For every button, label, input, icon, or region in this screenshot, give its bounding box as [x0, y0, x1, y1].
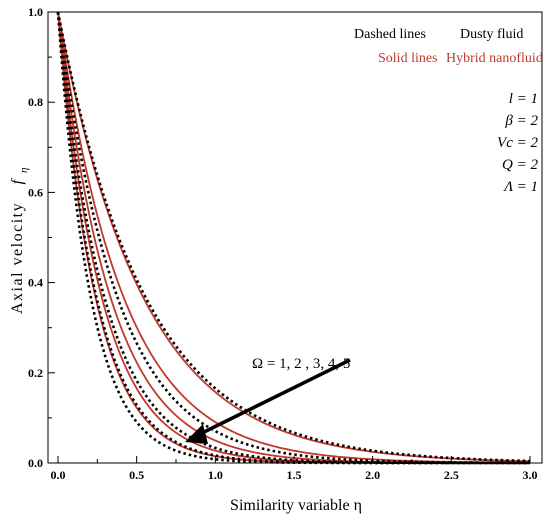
x-tick-label: 0.5 [129, 468, 144, 482]
solid-curve-5 [57, 11, 530, 464]
legend-dashed-key: Dashed lines [354, 27, 426, 42]
trend-annotation: Ω = 1, 2 , 3, 4, 5 [185, 356, 351, 444]
y-tick-label: 0.4 [28, 276, 43, 290]
annotation-arrow-shaft [197, 358, 351, 437]
x-tick-label: 2.0 [365, 468, 380, 482]
y-tick-label: 1.0 [28, 5, 43, 19]
x-tick-label: 3.0 [523, 468, 538, 482]
y-axis-label: Axial velocity f η [9, 166, 30, 314]
legend: Dashed lines Dusty fluid Solid lines Hyb… [354, 27, 543, 66]
svg-text:Axial velocity f η: Axial velocity f η [9, 166, 30, 314]
parameter-label: Λ = 1 [502, 179, 538, 195]
legend-dashed-value: Dusty fluid [460, 27, 523, 42]
annotation-label: Ω = 1, 2 , 3, 4, 5 [252, 356, 350, 372]
parameter-list: l = 1 β = 2 Vc = 2 Q = 2 Λ = 1 [497, 91, 538, 195]
x-tick-label: 1.5 [287, 468, 302, 482]
y-tick-label: 0.0 [28, 456, 43, 470]
y-axis-label-text: Axial velocity [9, 202, 26, 314]
curves-group [56, 11, 531, 465]
plot-frame [47, 11, 543, 464]
y-tick-label: 0.8 [28, 95, 43, 109]
parameter-label: Q = 2 [502, 157, 538, 173]
x-axis: 0.0 0.5 1.0 1.5 2.0 2.5 3.0 [51, 456, 538, 482]
parameter-label: Vc = 2 [497, 135, 538, 151]
x-tick-label: 0.0 [51, 468, 66, 482]
y-tick-label: 0.6 [28, 185, 43, 199]
x-axis-label: Similarity variable η [230, 497, 362, 514]
parameter-label: l = 1 [509, 91, 538, 107]
y-axis-label-symbol: f [9, 177, 26, 184]
annotation-arrowhead [185, 424, 208, 444]
x-tick-label: 1.0 [208, 468, 223, 482]
dashed-curve-2 [56, 11, 531, 465]
parameter-label: β = 2 [504, 113, 538, 129]
y-tick-label: 0.2 [28, 366, 43, 380]
x-tick-label: 2.5 [444, 468, 459, 482]
legend-solid-value: Hybrid nanofluid [446, 51, 543, 66]
y-axis-label-subscript: η [18, 166, 30, 173]
legend-solid-key: Solid lines [378, 51, 438, 66]
y-axis: 0.0 0.2 0.4 0.6 0.8 1.0 [28, 5, 55, 470]
